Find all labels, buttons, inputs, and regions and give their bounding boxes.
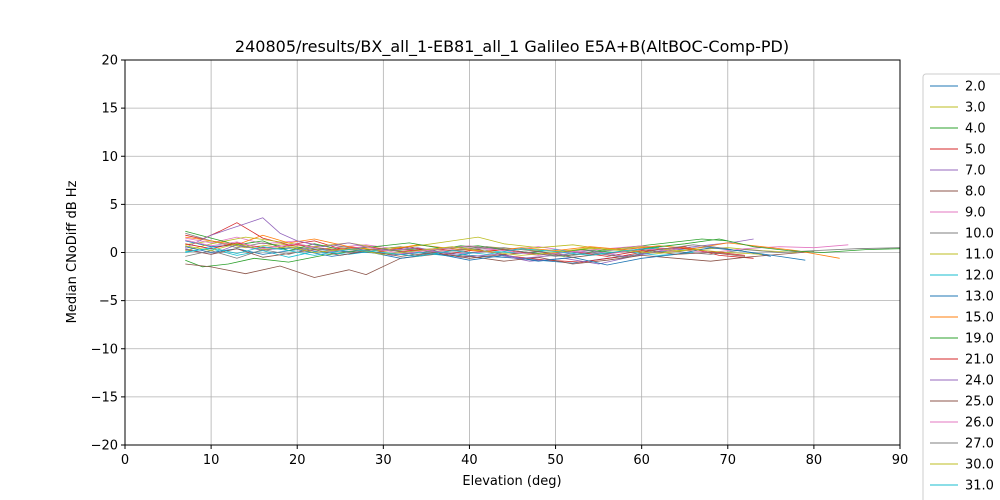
x-tick-label: 30 (375, 453, 392, 468)
legend-label: 8.0 (965, 185, 986, 200)
legend-label: 15.0 (965, 311, 994, 326)
legend: 2.0 3.0 4.0 5.0 7.0 8.0 9.0 10.0 11.0 12.0 13.0 15.… (922, 73, 1000, 500)
y-tick-label: 20 (101, 54, 118, 69)
legend-label: 19.0 (965, 332, 994, 347)
legend-label: 10.0 (965, 227, 994, 242)
y-tick-label: −20 (91, 439, 118, 454)
series-line (185, 236, 711, 252)
x-tick-label: 40 (461, 453, 478, 468)
legend-label: 21.0 (965, 353, 994, 368)
y-tick-label: 10 (101, 150, 118, 165)
legend-label: 30.0 (965, 458, 994, 473)
y-axis: −20 −15 −10 −5 0 5 10 15 20 (91, 54, 125, 454)
series-line (185, 243, 763, 256)
y-tick-label: −5 (99, 294, 118, 309)
y-tick-label: 0 (110, 246, 118, 261)
legend-label: 9.0 (965, 206, 986, 221)
x-tick-label: 80 (806, 453, 823, 468)
x-axis-label: Elevation (deg) (462, 474, 561, 489)
y-tick-label: 15 (101, 102, 118, 117)
series-line (185, 244, 728, 259)
series-line (185, 246, 659, 257)
legend-label: 31.0 (965, 479, 994, 494)
series-line (185, 232, 901, 256)
legend-label: 25.0 (965, 395, 994, 410)
y-tick-label: −10 (91, 342, 118, 357)
legend-label: 13.0 (965, 290, 994, 305)
chart-title: 240805/results/BX_all_1-EB81_all_1 Galil… (235, 37, 789, 57)
legend-label: 24.0 (965, 374, 994, 389)
series-line (185, 246, 806, 266)
legend-label: 27.0 (965, 437, 994, 452)
legend-label: 4.0 (965, 122, 986, 137)
legend-label: 26.0 (965, 416, 994, 431)
legend-label: 3.0 (965, 101, 986, 116)
legend-label: 12.0 (965, 269, 994, 284)
x-tick-label: 90 (892, 453, 909, 468)
x-tick-label: 20 (289, 453, 306, 468)
x-tick-label: 50 (547, 453, 564, 468)
x-tick-label: 60 (633, 453, 650, 468)
y-tick-label: 5 (110, 198, 118, 213)
x-tick-label: 10 (203, 453, 220, 468)
legend-label: 11.0 (965, 248, 994, 263)
x-tick-label: 70 (720, 453, 737, 468)
legend-box (922, 73, 1000, 500)
series-line (185, 251, 814, 278)
x-axis: 0 10 20 30 40 50 60 70 80 90 (121, 445, 908, 468)
data-lines (185, 217, 901, 278)
series-line (185, 248, 746, 259)
x-tick-label: 0 (121, 453, 129, 468)
y-tick-label: −15 (91, 390, 118, 405)
legend-label: 5.0 (965, 143, 986, 158)
series-line (185, 239, 677, 256)
legend-label: 7.0 (965, 164, 986, 179)
legend-label: 2.0 (965, 80, 986, 95)
y-axis-label: Median CNoDiff dB Hz (65, 180, 80, 323)
